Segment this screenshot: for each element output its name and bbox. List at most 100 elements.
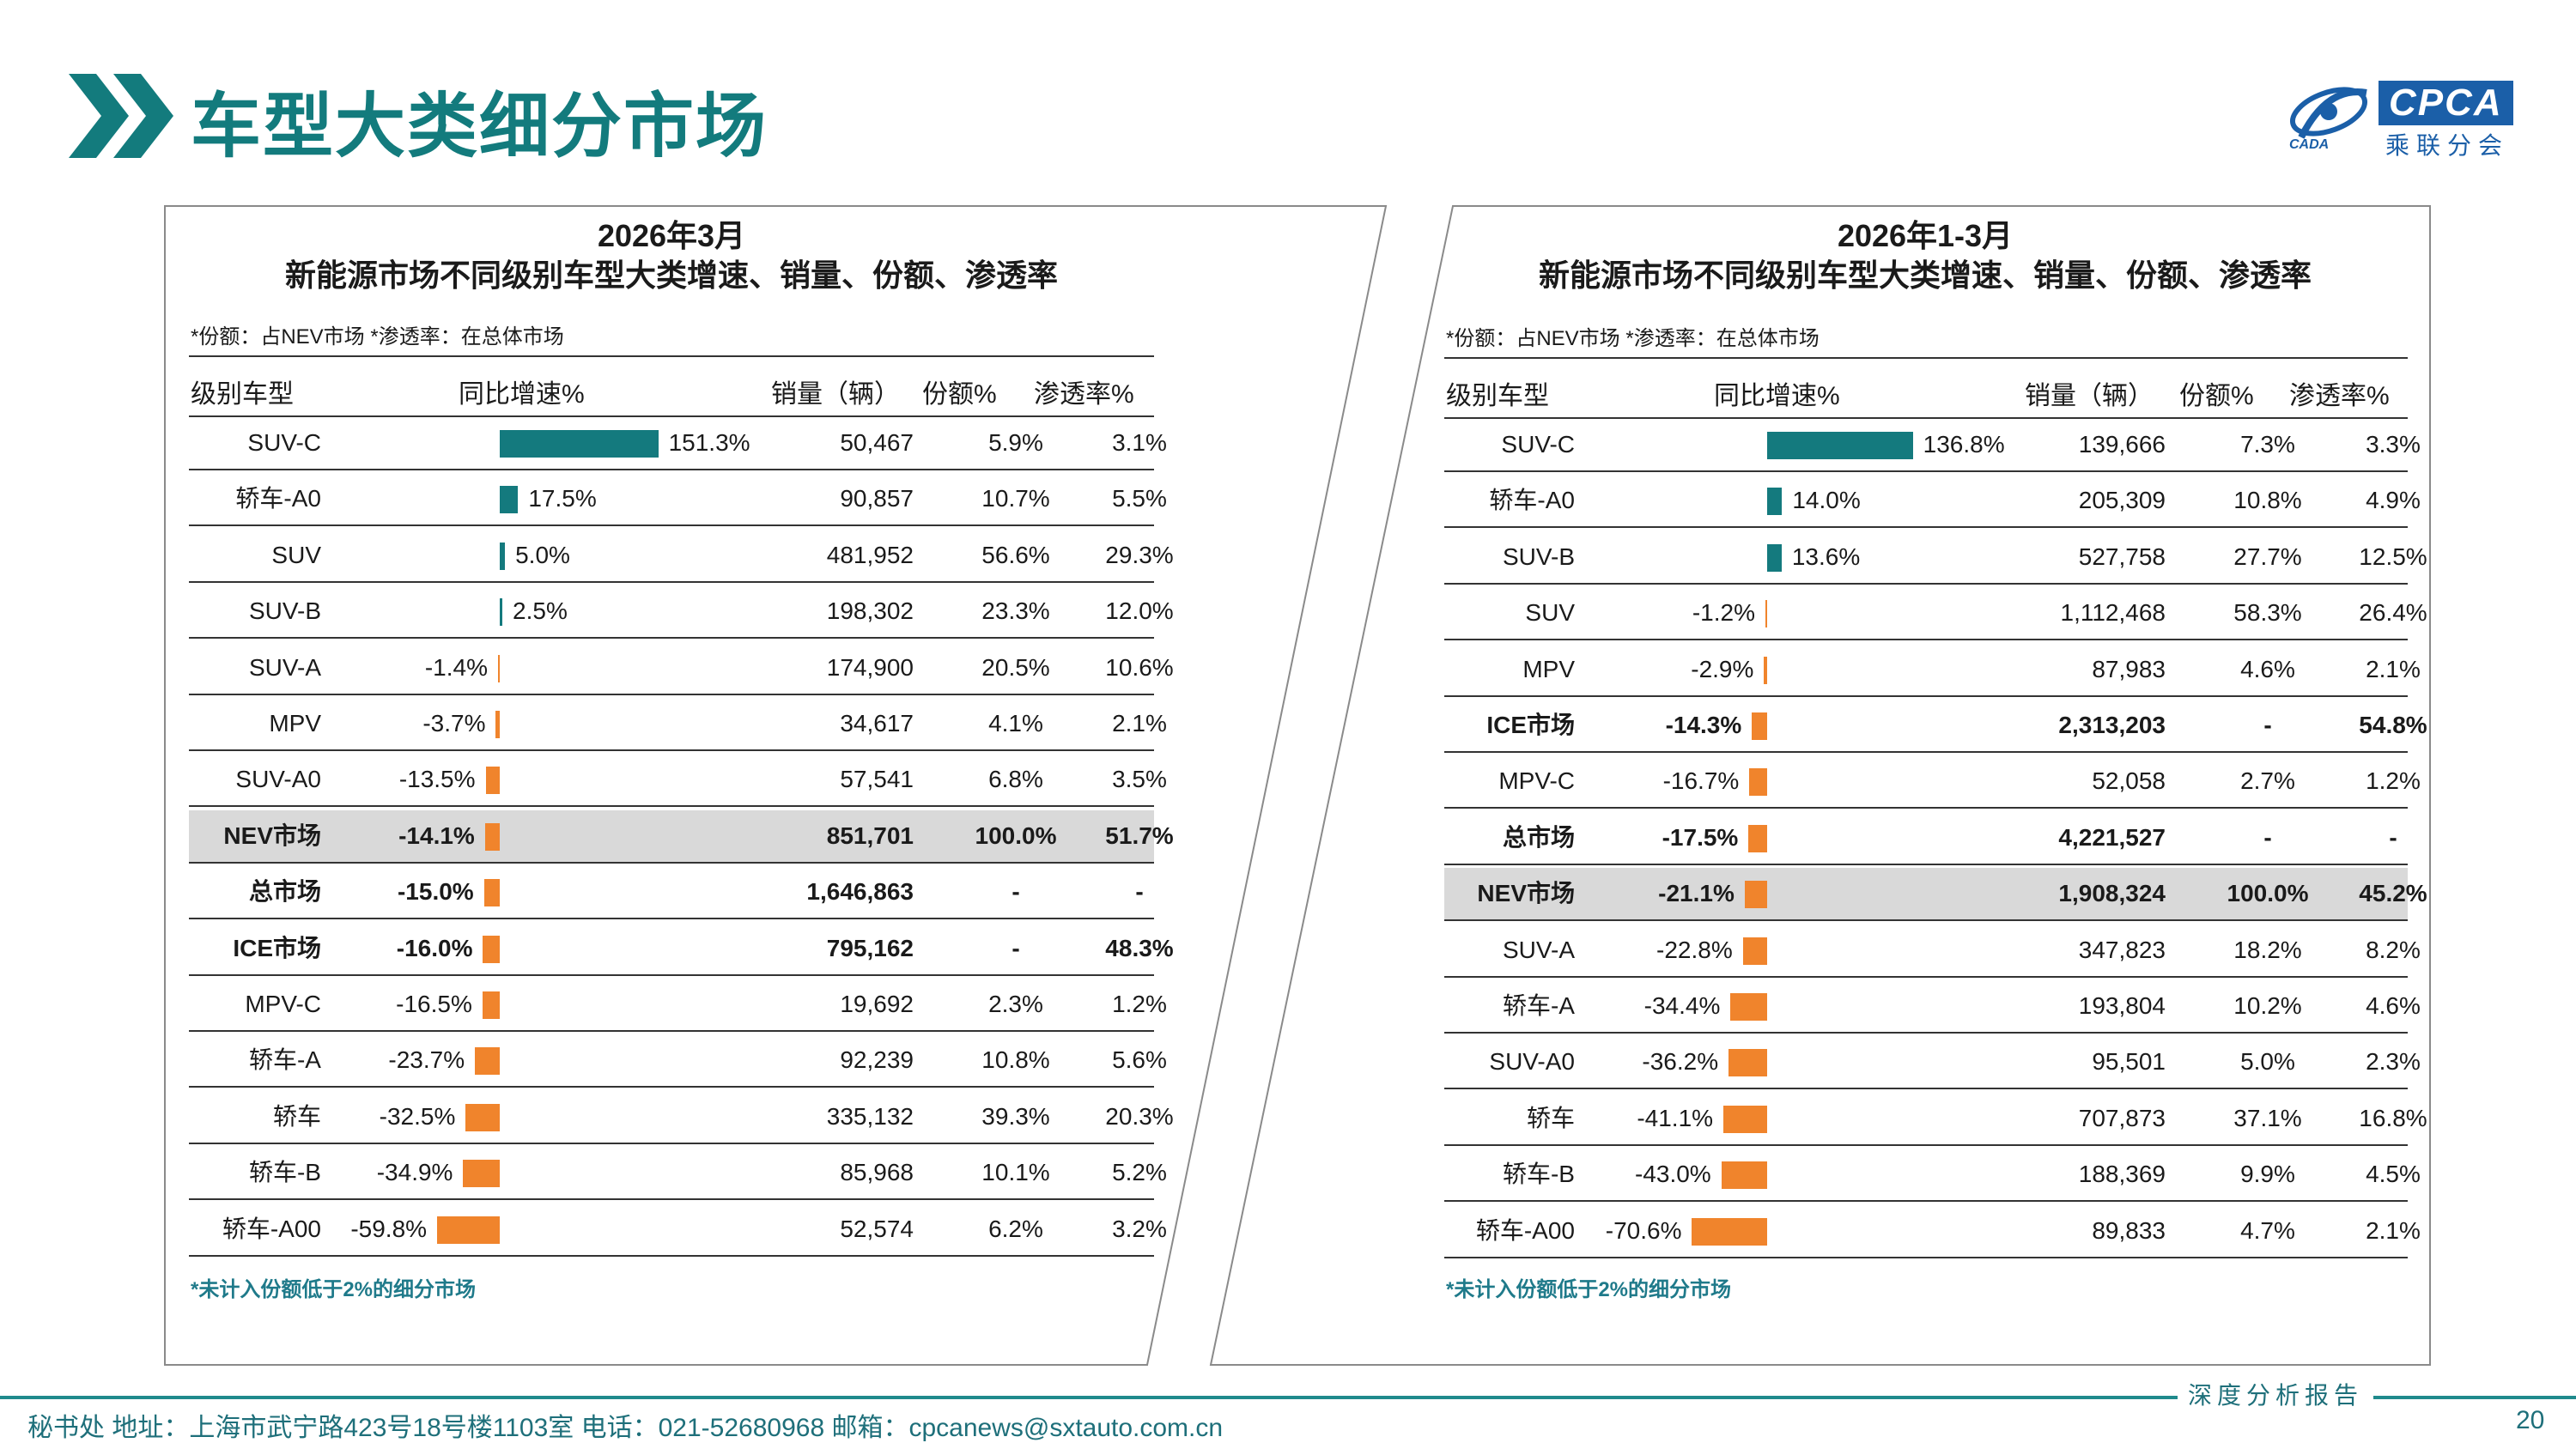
share-value: 6.8% [988,766,1043,793]
share-value: 2.3% [988,991,1043,1017]
right-panel-frame [1209,205,2431,1366]
segment-name: ICE市场 [1486,712,1575,738]
penetration-value: 2.1% [2366,1216,2421,1244]
growth-bar [465,1103,500,1131]
share-value: - [1012,878,1020,906]
penetration-value: 16.8% [2359,1104,2427,1131]
share-value: 56.6% [981,541,1050,568]
growth-bar [1764,656,1767,684]
right-title-subject: 新能源市场不同级别车型大类增速、销量、份额、渗透率 [1538,258,2312,293]
segment-name: SUV-A0 [235,766,321,793]
growth-bar [1767,432,1913,459]
growth-bar [1765,600,1767,628]
segment-name: SUV-A0 [1489,1048,1575,1076]
table-row: NEV市场 -21.1% 1,908,324 100.0% 45.2% [1444,868,2427,922]
segment-name: SUV-C [1501,431,1575,458]
growth-label: -2.9% [1691,655,1754,682]
table-row: 轿车-B -34.9% 85,968 10.1% 5.2% [189,1147,1167,1201]
footer-divider [0,1396,2576,1399]
table-row: SUV-B 2.5% 198,302 23.3% 12.0% [189,585,1174,640]
share-value: 9.9% [2240,1161,2295,1188]
left-col-share: 份额% [922,380,997,409]
left-header-bottom-line [189,415,1154,417]
growth-label: -14.3% [1665,712,1742,738]
segment-name: MPV [269,710,321,737]
segment-name: 轿车-A [248,1046,321,1074]
left-title-period: 2026年3月 [597,218,746,253]
sales-value: 2,313,203 [2058,712,2166,738]
cada-logo-icon [2289,87,2368,139]
penetration-value: 4.9% [2366,487,2421,514]
left-header-top-line [189,355,1154,357]
segment-name: NEV市场 [1477,880,1575,907]
table-row: 轿车-A00 -59.8% 52,574 6.2% 3.2% [189,1203,1167,1257]
growth-label: -21.1% [1658,880,1735,907]
left-col-sales: 销量（辆） [771,380,900,409]
table-row: SUV-A0 -13.5% 57,541 6.8% 3.5% [189,754,1167,808]
sales-value: 89,833 [2092,1216,2166,1244]
segment-name: SUV-C [247,429,321,456]
right-col-share: 份额% [2179,382,2254,410]
left-note: *份额：占NEV市场 *渗透率：在总体市场 [191,325,564,349]
growth-bar [485,767,500,795]
growth-label: -1.4% [424,653,488,681]
table-row: SUV -1.2% 1,112,468 58.3% 26.4% [1444,587,2427,641]
right-col-sales: 销量（辆） [2025,382,2154,410]
sales-value: 851,701 [826,822,914,849]
growth-bar [1749,768,1767,797]
growth-label: 136.8% [1923,431,2005,458]
table-row: 总市场 -17.5% 4,221,527 - - [1444,812,2408,865]
growth-label: 13.6% [1791,543,1861,570]
growth-bar [1748,824,1767,852]
share-value: 4.1% [988,710,1043,737]
table-row: ICE市场 -16.0% 795,162 - 48.3% [189,923,1174,976]
table-row: 轿车-A -23.7% 92,239 10.8% 5.6% [189,1034,1167,1088]
share-value: 27.7% [2233,543,2302,570]
growth-bar [1767,488,1783,516]
segment-name: 轿车 [272,1102,321,1130]
right-footnote: *未计入份额低于2%的细分市场 [1446,1278,1732,1301]
penetration-value: 2.1% [1112,710,1167,737]
right-note: *份额：占NEV市场 *渗透率：在总体市场 [1446,327,1820,350]
share-value: 100.0% [2227,880,2309,907]
table-row: SUV-B 13.6% 527,758 27.7% 12.5% [1444,531,2427,585]
growth-label: -1.2% [1692,599,1755,627]
growth-label: -22.8% [1656,936,1733,963]
growth-bar [482,991,500,1019]
table-row: SUV-A -1.4% 174,900 20.5% 10.6% [189,642,1174,695]
table-row: 轿车-A00 -70.6% 89,833 4.7% 2.1% [1444,1205,2421,1258]
table-row: 总市场 -15.0% 1,646,863 - - [189,866,1154,920]
sales-value: 795,162 [826,934,914,961]
sales-value: 139,666 [2078,431,2166,458]
growth-bar [463,1160,500,1188]
growth-label: 14.0% [1792,487,1861,514]
share-value: 6.2% [988,1215,1043,1242]
segment-name: 轿车-A0 [235,485,321,512]
growth-label: -34.9% [376,1159,453,1186]
penetration-value: 4.5% [2366,1161,2421,1188]
sales-value: 527,758 [2078,543,2166,570]
share-value: - [2263,712,2272,738]
share-value: 23.3% [981,597,1050,625]
left-title-subject: 新能源市场不同级别车型大类增速、销量、份额、渗透率 [284,258,1058,293]
table-row: ICE市场 -14.3% 2,313,203 - 54.8% [1444,700,2427,753]
penetration-value: 10.6% [1105,653,1174,681]
growth-bar [475,1047,500,1076]
penetration-value: 12.5% [2359,543,2427,570]
growth-bar [1742,937,1767,965]
segment-name: SUV-A [1502,936,1575,963]
left-col-pen: 渗透率% [1034,380,1134,409]
sales-value: 193,804 [2078,992,2166,1019]
right-col-type: 级别车型 [1446,382,1549,410]
sales-value: 174,900 [826,653,914,681]
share-value: 100.0% [975,822,1057,849]
sales-value: 50,467 [840,429,914,456]
growth-label: -59.8% [350,1215,428,1242]
growth-bar [484,822,500,851]
table-row: MPV-C -16.5% 19,692 2.3% 1.2% [189,979,1167,1032]
table-row: SUV-C 151.3% 50,467 5.9% 3.1% [189,417,1167,470]
sales-value: 335,132 [826,1102,914,1130]
penetration-value: 45.2% [2359,880,2427,907]
share-value: 4.6% [2240,655,2295,682]
